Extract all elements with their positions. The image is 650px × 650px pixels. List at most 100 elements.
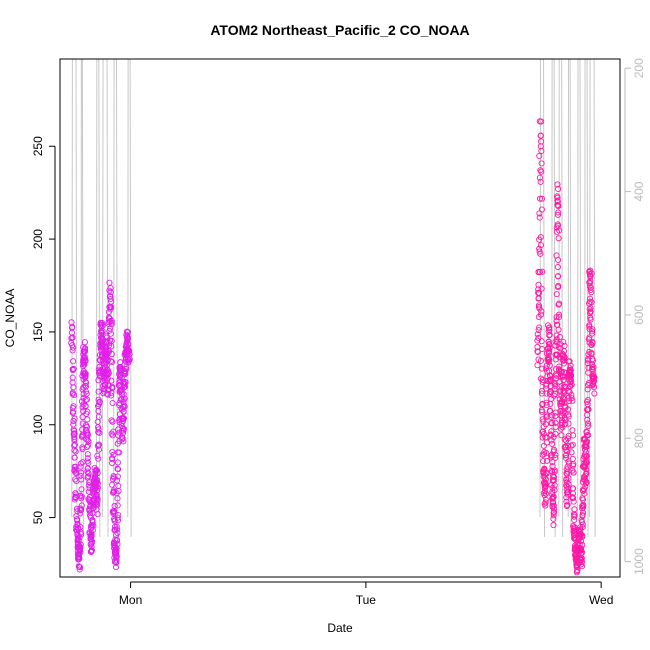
data-point — [555, 282, 562, 289]
data-point — [554, 202, 561, 209]
data-point — [96, 399, 103, 406]
data-point — [85, 473, 92, 480]
data-point — [96, 429, 103, 436]
data-point — [99, 319, 106, 326]
data-point — [550, 494, 557, 501]
data-point — [554, 263, 561, 271]
data-point — [557, 425, 565, 432]
data-point — [589, 361, 596, 368]
data-point — [109, 399, 116, 407]
data-point — [113, 477, 121, 484]
data-point — [88, 548, 95, 556]
data-point — [589, 357, 597, 364]
data-point — [95, 413, 102, 420]
data-point — [108, 417, 115, 424]
data-point — [565, 475, 572, 482]
data-point — [78, 502, 85, 509]
data-point — [550, 515, 557, 522]
data-point — [589, 330, 596, 337]
data-point — [88, 530, 95, 537]
data-point — [588, 342, 595, 349]
data-point — [570, 432, 577, 439]
data-point — [121, 369, 128, 376]
data-point — [535, 286, 542, 293]
data-point — [121, 395, 128, 402]
data-point — [536, 245, 543, 252]
data-point — [95, 396, 102, 403]
y2-tick-label: 1000 — [632, 548, 646, 575]
data-point — [550, 512, 557, 519]
data-point — [78, 486, 85, 493]
data-point — [553, 291, 560, 298]
data-point — [71, 435, 78, 442]
data-point — [585, 420, 592, 427]
data-point — [552, 423, 559, 431]
data-point — [115, 511, 122, 518]
data-point — [123, 328, 130, 335]
data-point — [555, 301, 562, 308]
data-point — [104, 349, 111, 356]
data-point — [83, 410, 90, 417]
data-point — [109, 383, 116, 390]
data-point — [583, 429, 590, 436]
data-point — [546, 372, 554, 379]
data-point — [556, 363, 563, 370]
data-point — [569, 490, 577, 497]
altitude-line-left-1 — [80, 58, 84, 538]
data-point — [94, 442, 102, 449]
data-point — [535, 327, 542, 334]
data-point — [573, 569, 580, 576]
data-point — [553, 372, 560, 379]
data-point — [579, 512, 586, 519]
data-point — [553, 252, 560, 259]
data-point — [590, 374, 597, 381]
data-point — [536, 324, 543, 331]
data-point — [550, 508, 558, 515]
data-point — [114, 537, 121, 544]
data-point — [82, 403, 89, 410]
data-point — [590, 384, 598, 391]
data-point — [113, 545, 120, 552]
data-point — [73, 466, 80, 473]
data-point — [84, 416, 91, 423]
data-point — [537, 357, 544, 364]
data-point — [580, 502, 587, 509]
data-point — [94, 452, 101, 459]
data-point — [76, 566, 83, 573]
data-point — [583, 439, 590, 446]
data-point — [538, 285, 545, 292]
data-point — [93, 506, 100, 513]
data-point — [561, 342, 568, 349]
data-point — [539, 434, 546, 441]
y-axis-label: CO_NOAA — [3, 289, 17, 348]
data-point — [72, 476, 79, 483]
data-point — [73, 505, 81, 512]
y2-tick-label: 600 — [632, 305, 646, 325]
data-point — [106, 279, 113, 286]
y2-tick-label: 800 — [632, 428, 646, 448]
data-point — [555, 209, 562, 216]
chart-title: ATOM2 Northeast_Pacific_2 CO_NOAA — [210, 22, 469, 38]
data-point — [113, 523, 120, 530]
x-tick-label: Mon — [119, 593, 142, 607]
data-point — [121, 425, 128, 433]
data-point — [538, 308, 545, 315]
data-point — [584, 386, 591, 393]
data-point — [562, 452, 569, 459]
data-point — [560, 338, 567, 345]
data-point — [68, 335, 75, 342]
data-point — [95, 455, 102, 462]
data-point — [83, 423, 91, 430]
data-point — [114, 502, 121, 509]
data-point — [109, 455, 116, 462]
data-point — [569, 462, 577, 469]
y-tick-label: 250 — [31, 136, 45, 156]
data-point — [109, 508, 116, 515]
data-point — [543, 449, 550, 457]
data-point — [126, 356, 133, 363]
data-point — [542, 490, 549, 497]
data-point — [94, 498, 101, 505]
data-point — [565, 432, 572, 440]
data-point — [107, 289, 114, 296]
